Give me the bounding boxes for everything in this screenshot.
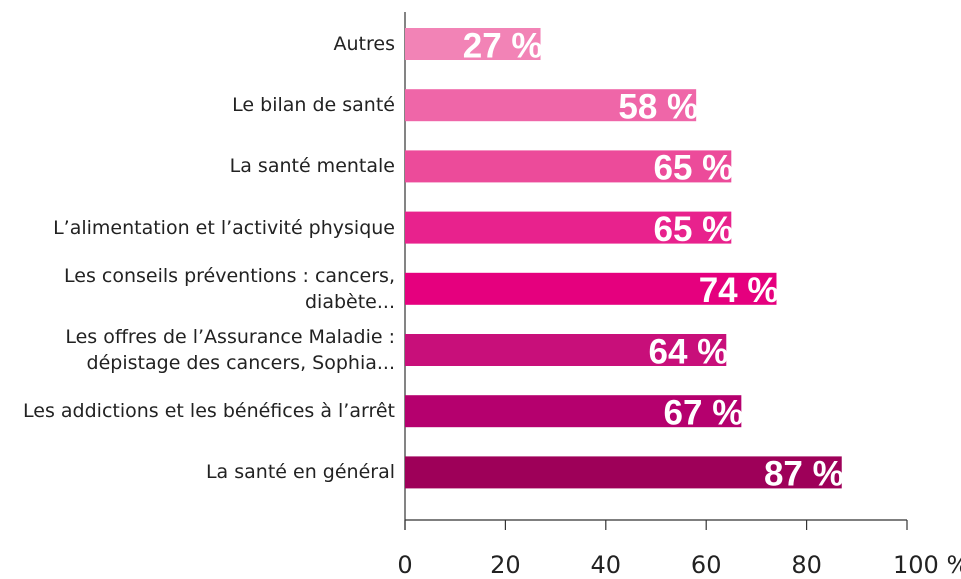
category-label: L’alimentation et l’activité physique (53, 216, 395, 239)
category-label: Autres (333, 33, 395, 55)
value-label: 65 % (654, 149, 734, 188)
category-label: Les offres de l’Assurance Maladie : dépi… (65, 326, 395, 374)
value-label: 87 % (764, 455, 844, 494)
x-tick-label: 80 (791, 551, 822, 579)
bar (405, 150, 732, 183)
x-tick-label: 0 (397, 551, 412, 579)
bar (405, 28, 541, 60)
x-tick-label: 40 (591, 551, 622, 579)
x-tick-label: 100 % (893, 551, 961, 579)
value-label: 27 % (463, 26, 543, 65)
value-label: 64 % (648, 332, 728, 371)
bar (405, 456, 842, 489)
category-label: La santé en général (205, 461, 395, 484)
category-label: Le bilan de santé (232, 94, 395, 117)
value-label: 67 % (664, 393, 744, 432)
bar (405, 395, 742, 428)
category-label: La santé mentale (229, 155, 395, 178)
value-label: 58 % (618, 87, 698, 126)
category-label: Les conseils préventions : cancers, diab… (64, 264, 395, 313)
bar (405, 211, 732, 244)
category-label: Les addictions et les bénéfices à l’arrê… (23, 400, 395, 423)
bar (405, 89, 697, 122)
x-tick-label: 20 (490, 551, 521, 579)
bar (405, 272, 777, 305)
value-label: 65 % (654, 210, 734, 249)
value-label: 74 % (699, 271, 779, 310)
bar (405, 334, 727, 366)
x-tick-label: 60 (691, 551, 722, 579)
